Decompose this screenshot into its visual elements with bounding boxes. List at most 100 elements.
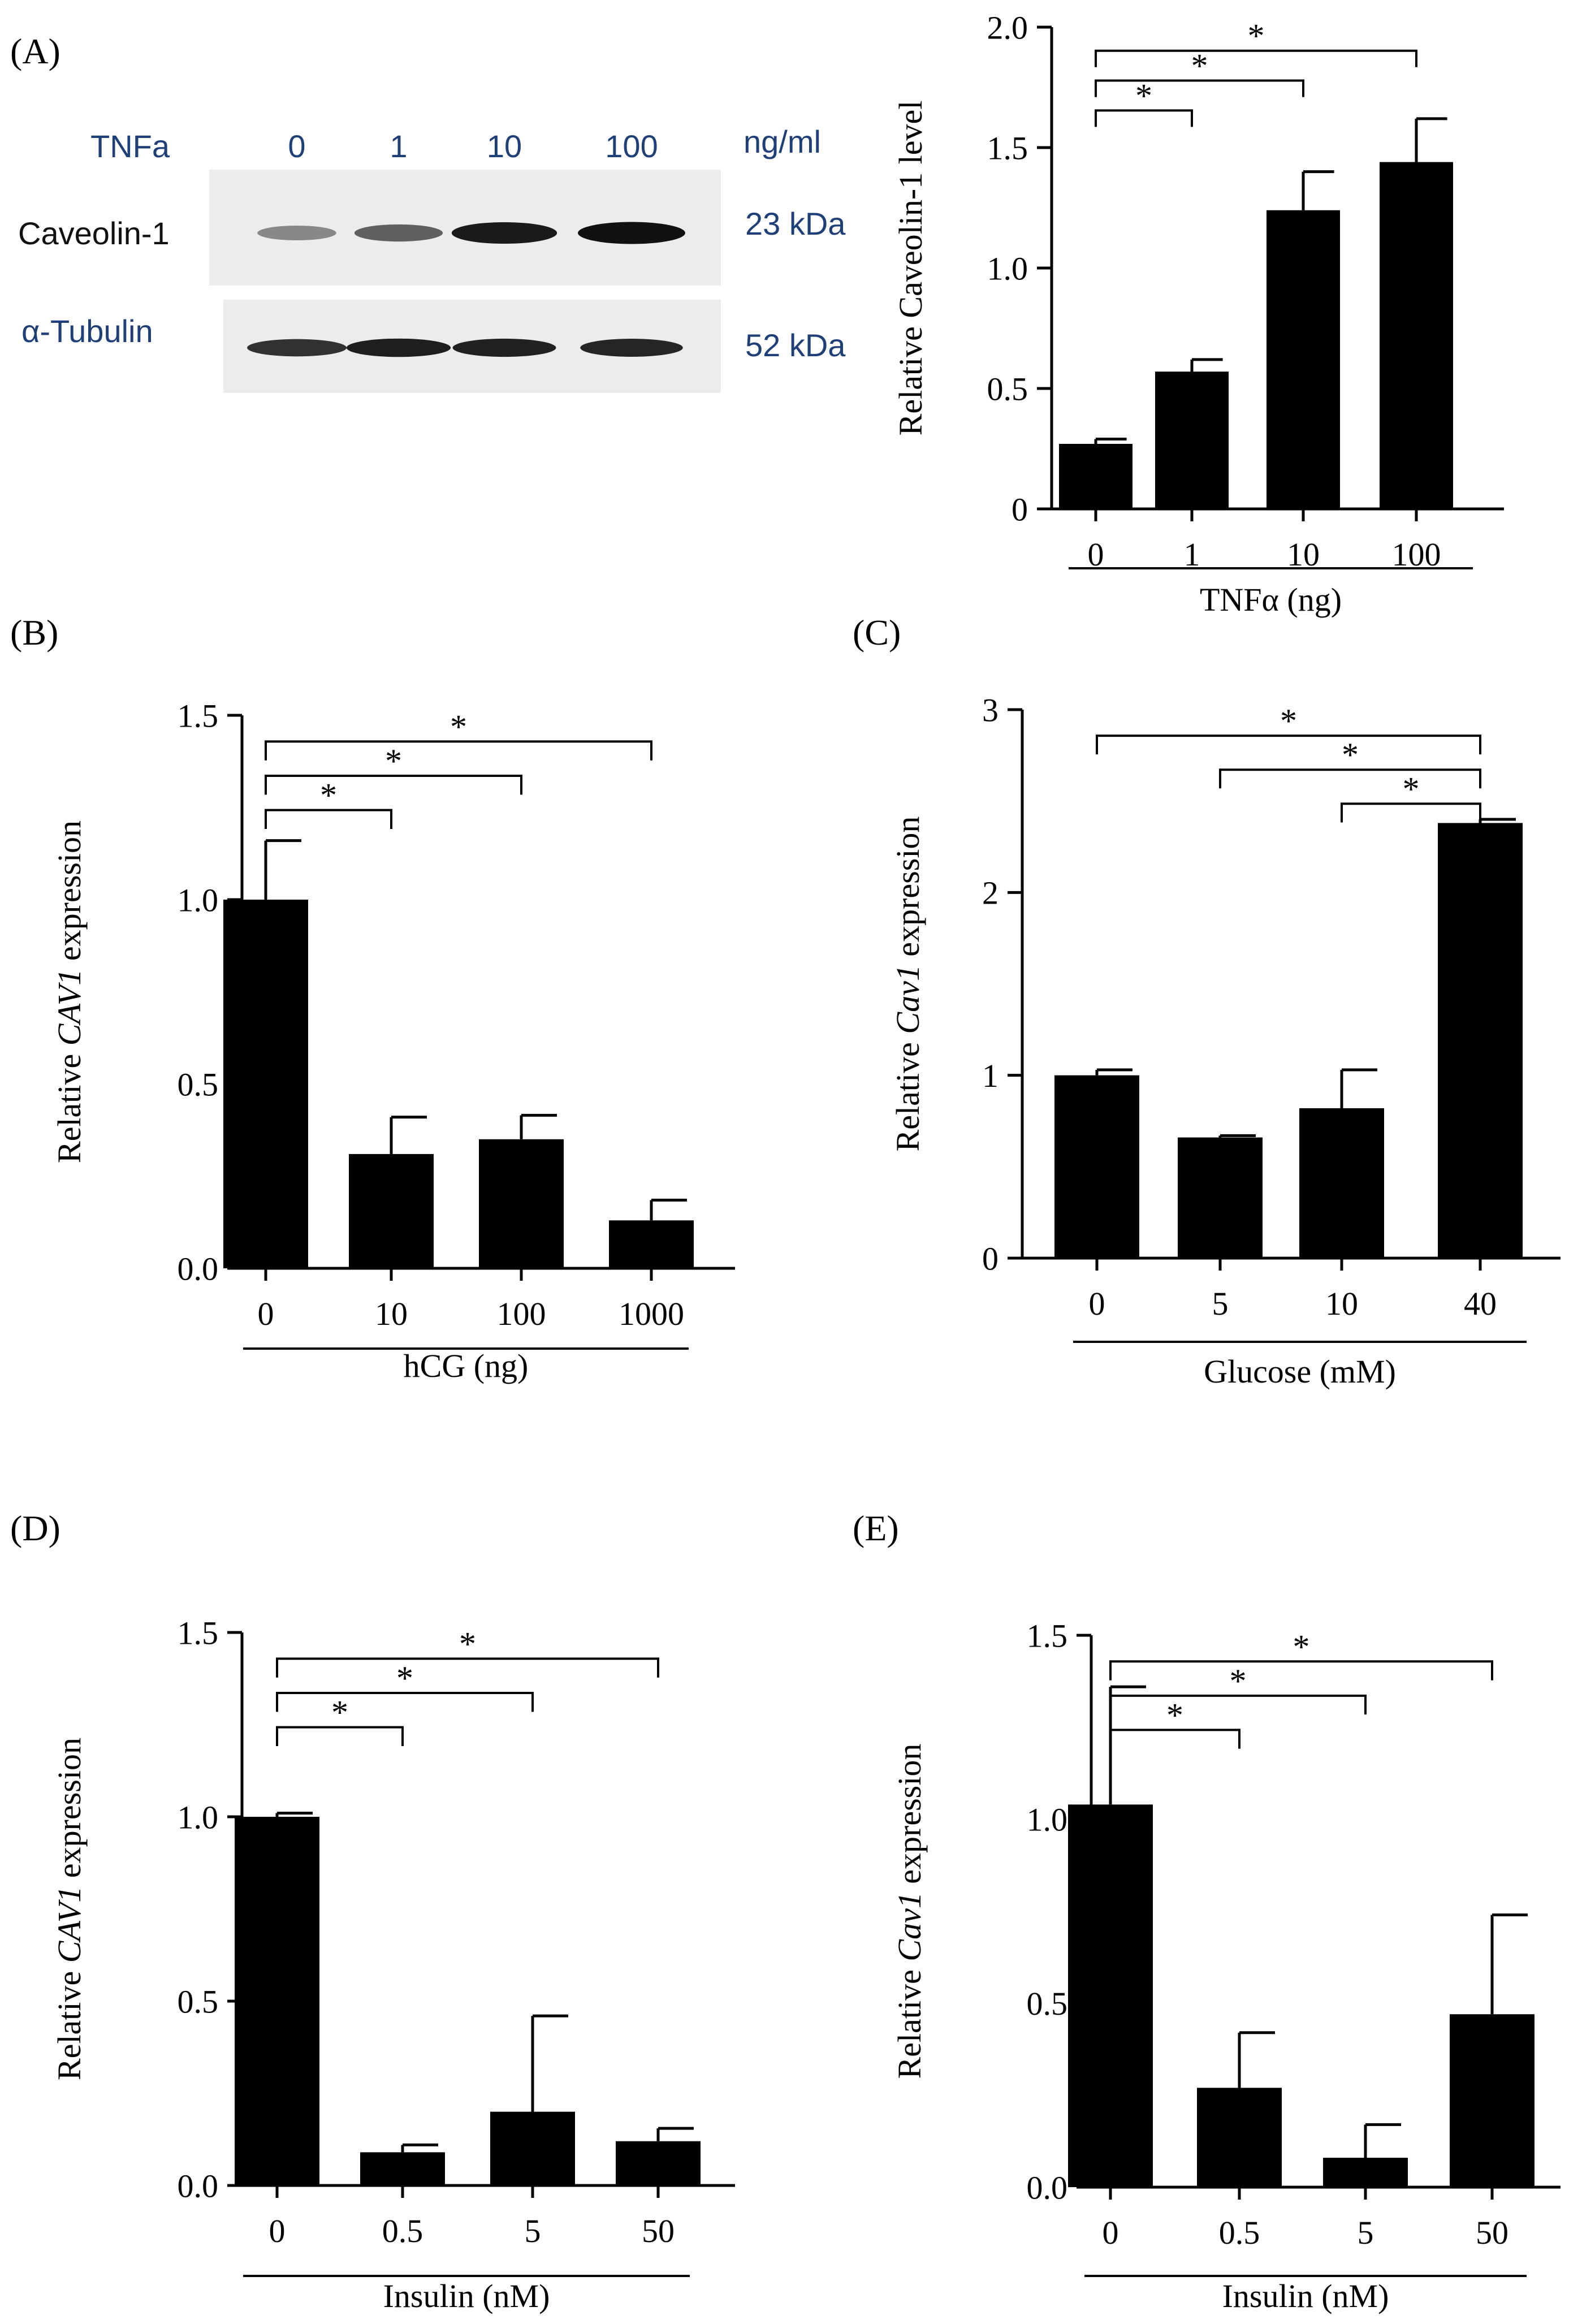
significance-star: *	[459, 1625, 476, 1662]
significance-bracket	[1109, 1729, 1240, 1749]
significance-star: *	[1280, 702, 1297, 740]
bar	[349, 1154, 434, 1268]
y-axis-label-part: CAV1	[51, 969, 88, 1046]
significance-bracket	[1219, 768, 1481, 789]
blot-lane-label-3: 100	[605, 128, 658, 164]
x-tick-label: 10	[375, 1295, 408, 1332]
y-tick-label: 1.0	[1027, 1802, 1068, 1838]
y-axis-label-part: expression	[51, 1738, 88, 1886]
blot-protein-caveolin: Caveolin-1	[18, 215, 170, 251]
y-tick-label: 2.0	[987, 9, 1028, 46]
blot-band	[452, 338, 556, 357]
y-axis-label: Relative Cav1 expression	[891, 1744, 928, 2079]
panel-label-a: (A)	[10, 31, 60, 71]
chart-a: 0 0.5 1.0 1.5 2.0 0 1 10 100 TNFα (ng) Relative Ca…	[892, 9, 1504, 618]
bar	[1438, 823, 1523, 1258]
significance-bracket	[276, 1692, 534, 1712]
significance-bracket	[1095, 79, 1304, 97]
significance-star: *	[320, 777, 337, 814]
blot-lane-label-1: 1	[390, 128, 407, 164]
blot-band	[346, 338, 451, 357]
x-axis-label: Glucose (mM)	[1204, 1353, 1396, 1390]
significance-bracket	[276, 1726, 404, 1746]
bar	[609, 1220, 694, 1268]
significance-star: *	[450, 708, 467, 745]
significance-bracket	[1095, 109, 1193, 127]
significance-star: *	[1403, 770, 1420, 807]
y-tick-label: 0.5	[1027, 1985, 1068, 2022]
bar	[1054, 1075, 1139, 1258]
x-tick-label: 5	[1212, 1285, 1229, 1322]
significance-bracket	[265, 775, 522, 795]
y-tick-label: 1.0	[987, 250, 1028, 287]
y-tick-label: 0	[1012, 491, 1028, 528]
x-tick-label: 1000	[619, 1295, 684, 1332]
chart-b: 0.0 0.5 1.0 1.5 0 10 100 1000 hCG (ng) Relative C…	[51, 697, 735, 1384]
bar	[1059, 443, 1133, 509]
significance-star: *	[1248, 18, 1265, 55]
blot-size-caveolin: 23 kDa	[745, 206, 846, 241]
x-tick-label: 0.5	[1219, 2214, 1260, 2251]
chart-d: 0.0 0.5 1.0 1.5 0 0.5 5 50 Insulin (nM) Relative …	[51, 1614, 735, 2314]
bar	[360, 2152, 445, 2185]
significance-star: *	[396, 1660, 413, 1697]
blot-protein-tubulin: α-Tubulin	[21, 313, 153, 349]
y-tick-label: 0.5	[178, 1983, 219, 2020]
blot-lane-label-2: 10	[487, 128, 522, 164]
y-tick-label: 1.5	[987, 129, 1028, 166]
y-tick-label: 0.5	[178, 1066, 219, 1103]
y-tick-label: 0.5	[987, 370, 1028, 407]
y-tick-label: 0.0	[178, 2167, 219, 2204]
x-tick-label: 40	[1464, 1285, 1497, 1322]
blot-band	[580, 339, 683, 357]
x-tick-label: 5	[525, 2213, 541, 2249]
y-axis-label-part: expression	[891, 1744, 928, 1893]
x-tick-label: 10	[1287, 536, 1320, 573]
y-axis-label: Relative Caveolin-1 level	[892, 101, 929, 436]
bar	[1068, 1804, 1153, 2187]
significance-bracket	[1341, 802, 1481, 823]
y-axis-label-part: Relative Caveolin-1 level	[892, 101, 929, 436]
x-tick-label: 0	[258, 1295, 274, 1332]
western-blot: TNFa 0 1 10 100 ng/ml Caveolin-1 α-Tubul…	[18, 124, 846, 393]
bar	[616, 2141, 701, 2185]
significance-star: *	[331, 1694, 348, 1731]
blot-bands	[247, 222, 685, 357]
bar	[1197, 2088, 1282, 2187]
y-tick-label: 2	[982, 875, 999, 912]
significance-star: *	[1342, 736, 1359, 774]
bar	[490, 2111, 575, 2185]
significance-bracket	[276, 1657, 659, 1678]
significance-star: *	[1166, 1696, 1183, 1734]
blot-band	[578, 222, 685, 244]
y-tick-label: 0.0	[178, 1250, 219, 1287]
x-axis-label: TNFα (ng)	[1200, 581, 1342, 618]
x-tick-label: 0	[1088, 536, 1104, 573]
y-tick-label: 0.0	[1027, 2169, 1068, 2206]
x-tick-label: 100	[1392, 536, 1441, 573]
x-tick-label: 0	[1089, 1285, 1105, 1322]
y-tick-label: 0	[982, 1240, 999, 1277]
y-axis-label-part: Cav1	[889, 965, 926, 1034]
blot-lane-label-0: 0	[288, 128, 305, 164]
significance-bracket	[265, 740, 652, 761]
panel-label-e: (E)	[853, 1508, 899, 1548]
significance-bracket	[1109, 1694, 1367, 1715]
bar	[1155, 372, 1229, 509]
significance-star: *	[1191, 47, 1208, 85]
y-axis-label: Relative CAV1 expression	[51, 1738, 88, 2080]
y-axis-label-part: expression	[889, 817, 926, 965]
significance-star: *	[1230, 1662, 1247, 1700]
y-tick-label: 1.5	[1027, 1617, 1068, 1654]
y-tick-label: 1	[982, 1057, 999, 1094]
y-axis-label-part: Relative	[51, 1046, 88, 1163]
x-tick-label: 0	[269, 2213, 286, 2249]
y-tick-label: 1.5	[178, 697, 219, 734]
significance-star: *	[385, 742, 402, 780]
x-tick-label: 100	[497, 1295, 546, 1332]
blot-band	[354, 224, 443, 242]
significance-bracket	[1095, 49, 1417, 67]
panel-label-c: (C)	[853, 612, 901, 653]
y-axis-label-part: expression	[51, 820, 88, 969]
chart-e: 0.0 0.5 1.0 1.5 0 0.5 5 50 Insulin (nM) Relative …	[891, 1617, 1561, 2314]
